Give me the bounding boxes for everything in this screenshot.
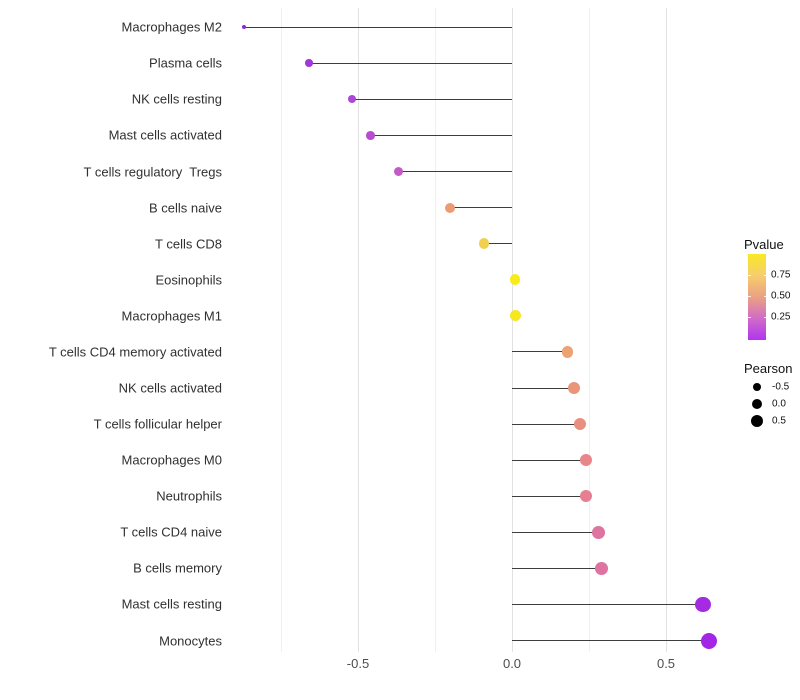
pearson-size-dot: [752, 382, 762, 392]
category-label: Macrophages M2: [121, 19, 222, 35]
lollipop-stem: [351, 98, 512, 100]
gridline-major: [357, 8, 359, 652]
lollipop-dot: [594, 562, 608, 575]
pvalue-bar-tick: [748, 295, 751, 297]
pvalue-bar-tick: [763, 274, 767, 276]
lollipop-dot: [304, 59, 313, 68]
pvalue-bar-tick: [748, 316, 751, 318]
category-label: T cells CD4 naive: [120, 524, 222, 540]
lollipop-stem: [512, 459, 586, 461]
lollipop-stem: [512, 531, 599, 533]
lollipop-dot: [567, 382, 580, 394]
gridline-minor: [434, 8, 436, 652]
category-label: T cells regulatory Tregs: [83, 164, 222, 180]
category-label: Macrophages M1: [121, 308, 222, 324]
lollipop-stem: [450, 207, 512, 209]
pearson-size-dot: [751, 398, 763, 410]
category-label: NK cells resting: [131, 91, 222, 107]
lollipop-stem: [512, 603, 703, 605]
lollipop-dot: [445, 202, 456, 213]
category-label: Mast cells resting: [121, 596, 222, 612]
gridline-major: [665, 8, 667, 652]
pearson-size-label: 0.5: [772, 415, 786, 427]
category-label: Monocytes: [159, 633, 222, 649]
category-label: Plasma cells: [149, 55, 222, 71]
category-label: T cells follicular helper: [93, 416, 222, 432]
category-label: B cells naive: [149, 200, 222, 216]
category-label: T cells CD4 memory activated: [48, 344, 222, 360]
category-label: T cells CD8: [155, 236, 222, 252]
category-label: NK cells activated: [118, 380, 222, 396]
pearson-size-label: 0.0: [772, 398, 786, 410]
gridline-major: [511, 8, 513, 652]
lollipop-dot: [509, 310, 521, 322]
pearson-size-label: -0.5: [772, 381, 790, 393]
category-label: Neutrophils: [156, 488, 222, 504]
lollipop-dot: [241, 25, 247, 30]
pvalue-gradient-bar: [748, 254, 766, 340]
lollipop-stem: [512, 567, 602, 569]
gridline-minor: [280, 8, 282, 652]
pearson-legend-title: Pearson: [744, 361, 793, 376]
lollipop-stem: [512, 423, 580, 425]
lollipop-stem: [512, 351, 568, 353]
pvalue-tick-label: 0.50: [771, 290, 791, 301]
lollipop-dot: [579, 490, 592, 503]
lollipop-stem: [484, 243, 512, 245]
lollipop-dot: [579, 454, 592, 467]
lollipop-dot: [347, 95, 356, 104]
pvalue-tick-label: 0.75: [771, 269, 791, 280]
lollipop-dot: [573, 417, 586, 431]
category-label: Macrophages M0: [121, 452, 222, 468]
lollipop-dot: [479, 238, 490, 249]
x-tick-label: 0.0: [502, 656, 522, 671]
category-label: Eosinophils: [155, 272, 223, 288]
lollipop-dot: [366, 131, 375, 140]
lollipop-dot: [509, 274, 521, 286]
x-tick-label: 0.5: [656, 656, 676, 671]
lollipop-stem: [398, 171, 512, 173]
pvalue-tick-label: 0.25: [771, 311, 791, 322]
gridline-minor: [588, 8, 590, 652]
lollipop-stem: [512, 640, 710, 642]
lollipop-dot: [561, 346, 574, 358]
lollipop-dot: [393, 167, 403, 177]
lollipop-stem: [370, 134, 512, 136]
lollipop-stem: [512, 495, 586, 497]
pvalue-bar-tick: [763, 316, 767, 318]
lollipop-dot: [701, 632, 718, 649]
lollipop-dot: [591, 525, 605, 539]
lollipop-stem: [308, 62, 512, 64]
lollipop-dot: [695, 596, 711, 613]
pearson-size-dot: [750, 414, 764, 428]
lollipop-stem: [512, 387, 574, 389]
pvalue-bar-tick: [748, 274, 751, 276]
pvalue-bar-tick: [763, 295, 767, 297]
pvalue-legend-title: Pvalue: [744, 237, 784, 252]
lollipop-stem: [244, 26, 512, 28]
x-tick-label: -0.5: [346, 656, 370, 671]
category-label: B cells memory: [133, 560, 222, 576]
category-label: Mast cells activated: [108, 127, 222, 143]
